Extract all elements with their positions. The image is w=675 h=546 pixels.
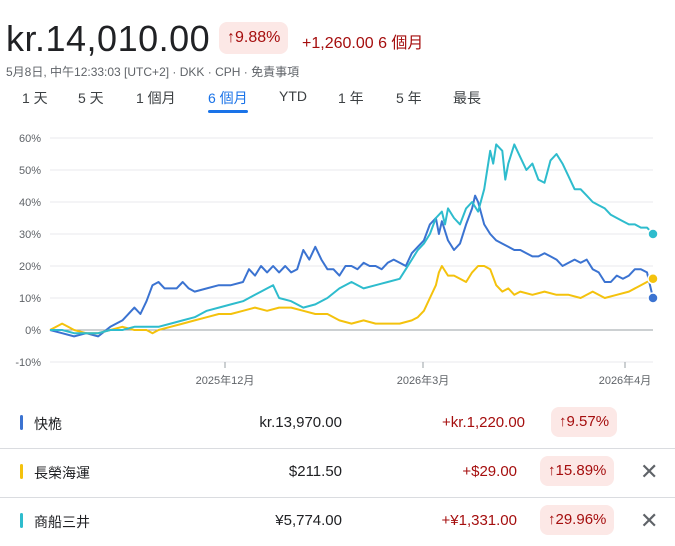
series-end-point (647, 228, 659, 240)
period-label: 6 個月 (378, 35, 424, 52)
y-tick-label: -10% (15, 357, 41, 369)
absolute-change-value: +1,260.00 (302, 35, 374, 52)
stock-abs-change: +kr.1,220.00 (442, 414, 525, 431)
series-line-mol (50, 143, 654, 335)
tab-max[interactable]: 最長 (453, 90, 481, 106)
y-tick-label: 50% (19, 165, 41, 177)
y-tick-label: 60% (19, 133, 41, 145)
x-tick-label: 2026年3月 (397, 373, 450, 387)
series-line-maersk (49, 194, 654, 338)
stock-name: 長榮海運 (34, 465, 90, 481)
tab-5-day[interactable]: 5 天 (78, 90, 104, 106)
tab-6-month[interactable]: 6 個月 (208, 90, 248, 113)
x-tick-label: 2025年12月 (196, 373, 255, 387)
series-color-marker (20, 513, 23, 528)
stock-abs-change: +¥1,331.00 (441, 512, 518, 529)
range-tabs: 1 天 5 天 1 個月 6 個月 YTD 1 年 5 年 最長 (0, 88, 675, 114)
stock-price: ¥5,774.00 (275, 512, 342, 529)
quote-meta: 5月8日, 中午12:33:03 [UTC+2] · DKK · CPH · 免… (6, 65, 300, 79)
tab-1-day[interactable]: 1 天 (22, 90, 48, 106)
comparison-chart[interactable]: 60% 50% 40% 30% 20% 10% 0% -10% 2025年12月 2026年3月 2… (0, 120, 675, 395)
comparison-row[interactable]: 商船三井 ¥5,774.00 +¥1,331.00 ↑29.96% ✕ (0, 498, 675, 546)
x-tick-label: 2026年4月 (599, 373, 652, 387)
y-tick-label: 40% (19, 197, 41, 209)
remove-comparison-icon[interactable]: ✕ (640, 508, 659, 533)
absolute-change: +1,260.00 6 個月 (302, 29, 423, 53)
tab-1-month[interactable]: 1 個月 (136, 90, 176, 106)
series-line-evergreen (49, 265, 654, 335)
y-tick-label: 10% (19, 293, 41, 305)
row-divider (0, 497, 675, 498)
series-color-marker (20, 464, 23, 479)
y-tick-label: 30% (19, 229, 41, 241)
tab-5-year[interactable]: 5 年 (396, 90, 422, 106)
remove-comparison-icon[interactable]: ✕ (640, 459, 659, 484)
percent-change-badge: ↑9.88% (219, 22, 289, 54)
current-price: kr.14,010.00 (6, 18, 211, 59)
stock-abs-change: +$29.00 (462, 463, 517, 480)
stock-pct-badge: ↑15.89% (540, 456, 615, 486)
stock-pct-badge: ↑29.96% (540, 505, 615, 535)
stock-name: 商船三井 (34, 514, 90, 530)
y-tick-label: 0% (25, 325, 41, 337)
stock-price: $211.50 (288, 463, 342, 480)
series-end-point (647, 273, 659, 285)
tab-ytd[interactable]: YTD (279, 88, 307, 104)
tab-1-year[interactable]: 1 年 (338, 90, 364, 106)
stock-name: 快桅 (34, 416, 62, 432)
stock-pct-badge: ↑9.57% (551, 407, 618, 437)
comparison-row[interactable]: 快桅 kr.13,970.00 +kr.1,220.00 ↑9.57% (0, 400, 675, 448)
y-tick-label: 20% (19, 261, 41, 273)
comparison-row[interactable]: 長榮海運 $211.50 +$29.00 ↑15.89% ✕ (0, 449, 675, 497)
series-color-marker (20, 415, 23, 430)
row-divider (0, 448, 675, 449)
series-end-point (647, 292, 659, 304)
stock-price: kr.13,970.00 (259, 414, 342, 431)
